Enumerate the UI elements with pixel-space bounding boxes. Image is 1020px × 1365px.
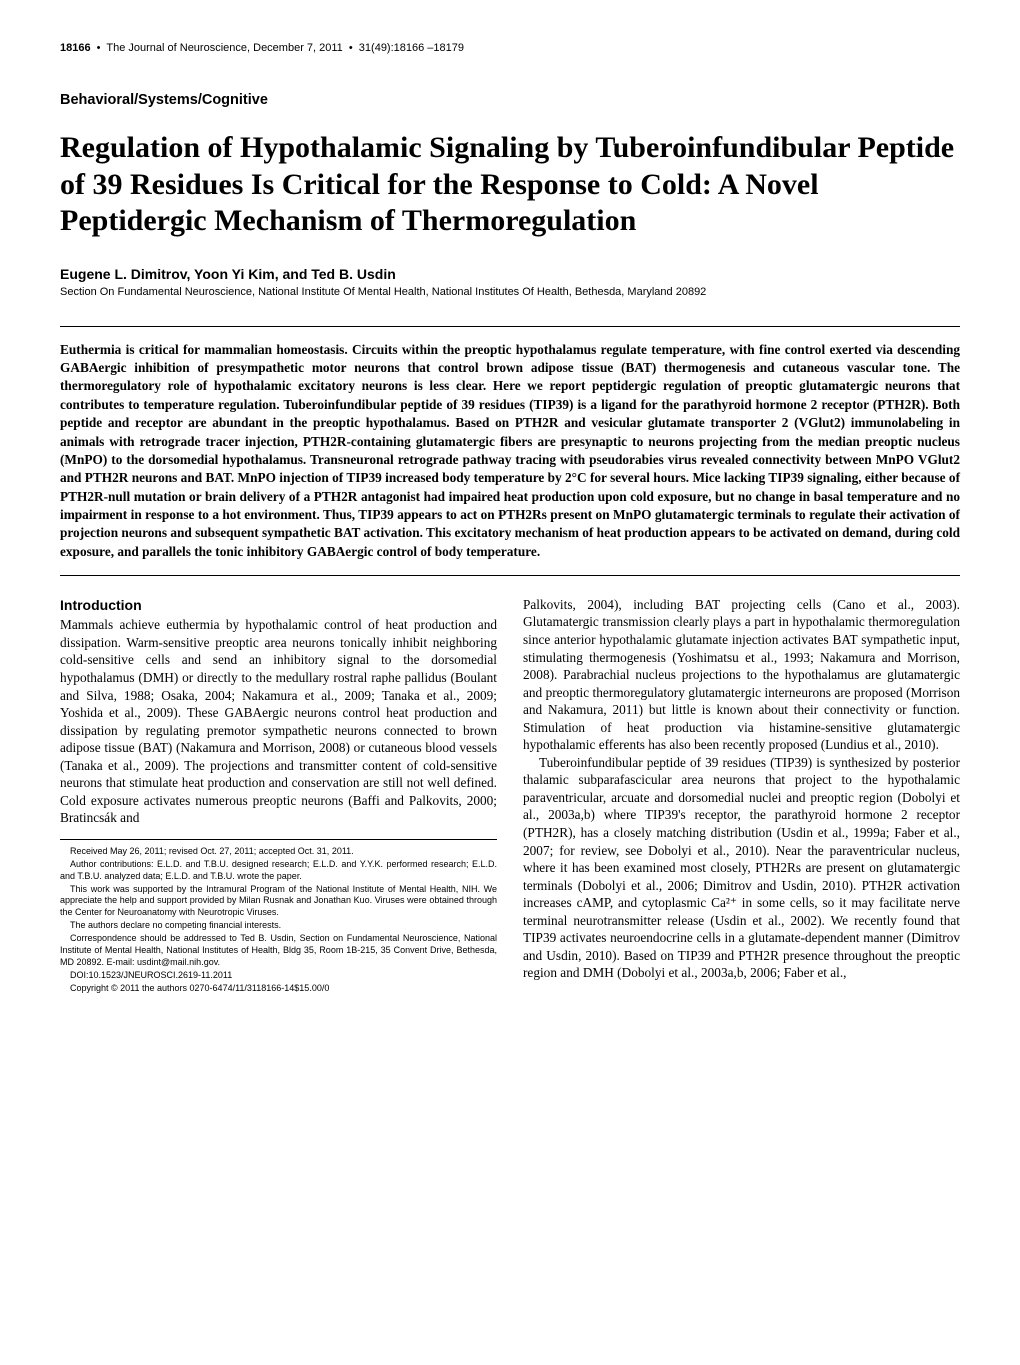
bullet-separator: • <box>349 42 353 54</box>
footnote-received: Received May 26, 2011; revised Oct. 27, … <box>60 846 497 858</box>
section-label: Behavioral/Systems/Cognitive <box>60 92 960 108</box>
footnotes-block: Received May 26, 2011; revised Oct. 27, … <box>60 839 497 995</box>
intro-paragraph-cont: Palkovits, 2004), including BAT projecti… <box>523 596 960 754</box>
article-title: Regulation of Hypothalamic Signaling by … <box>60 130 960 240</box>
horizontal-rule <box>60 575 960 576</box>
body-columns: Introduction Mammals achieve euthermia b… <box>60 596 960 995</box>
horizontal-rule <box>60 326 960 327</box>
introduction-heading: Introduction <box>60 596 497 614</box>
author-affiliation: Section On Fundamental Neuroscience, Nat… <box>60 286 960 298</box>
running-head: 18166 • The Journal of Neuroscience, Dec… <box>60 42 960 54</box>
footnote-rule <box>60 839 497 840</box>
footnote-coi: The authors declare no competing financi… <box>60 920 497 932</box>
footnote-correspondence: Correspondence should be addressed to Te… <box>60 933 497 969</box>
footnote-copyright: Copyright © 2011 the authors 0270-6474/1… <box>60 983 497 995</box>
bullet-separator: • <box>97 42 101 54</box>
abstract-text: Euthermia is critical for mammalian home… <box>60 341 960 561</box>
issue-pages: 31(49):18166 –18179 <box>359 42 464 54</box>
journal-citation: The Journal of Neuroscience, December 7,… <box>106 42 342 54</box>
intro-paragraph: Mammals achieve euthermia by hypothalami… <box>60 616 497 827</box>
author-list: Eugene L. Dimitrov, Yoon Yi Kim, and Ted… <box>60 266 960 282</box>
footnote-support: This work was supported by the Intramura… <box>60 884 497 920</box>
intro-paragraph-2: Tuberoinfundibular peptide of 39 residue… <box>523 754 960 982</box>
footnote-contributions: Author contributions: E.L.D. and T.B.U. … <box>60 859 497 883</box>
footnote-doi: DOI:10.1523/JNEUROSCI.2619-11.2011 <box>60 970 497 982</box>
page-number: 18166 <box>60 42 91 54</box>
